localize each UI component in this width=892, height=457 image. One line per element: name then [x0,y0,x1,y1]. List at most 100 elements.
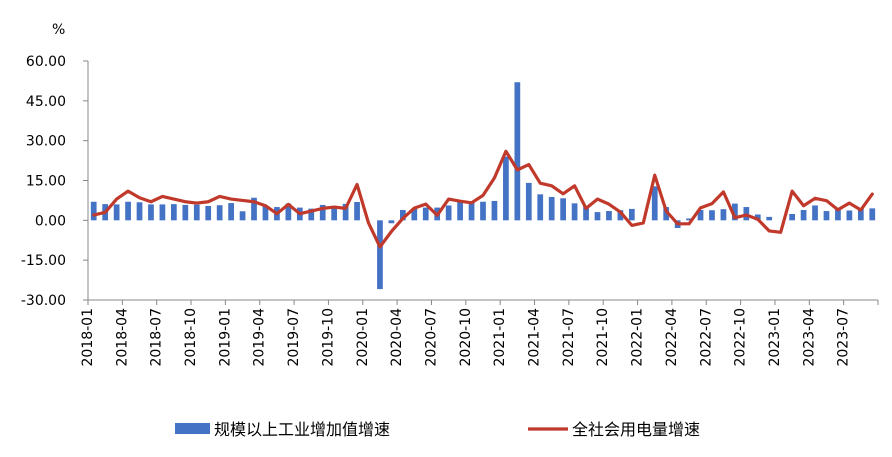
bar [90,201,97,221]
x-tick-label: 2020-01 [355,308,371,367]
bar [846,210,853,221]
bar [503,156,509,221]
x-tick-label: 2021-04 [527,308,543,367]
bar [148,204,154,221]
bar [525,182,532,221]
x-tick-label: 2020-10 [458,308,474,367]
bar [537,194,544,221]
bar [663,207,670,221]
bar [732,203,738,221]
y-axis-unit-label: % [52,22,65,38]
bar [720,209,727,221]
x-tick-label: 2018-10 [183,308,199,367]
y-tick-label: 15.00 [26,174,66,190]
bar [800,209,807,221]
bar [812,205,818,221]
bar [835,208,841,221]
bar [216,205,223,221]
bar [193,204,200,221]
bar [754,214,761,221]
bar [171,204,177,221]
bar [182,204,189,221]
y-tick-label: 60.00 [26,54,66,70]
bar [136,202,143,221]
x-tick-label: 2023-04 [801,308,817,367]
bar [571,203,578,221]
bar-series [90,82,876,290]
bar [228,203,234,221]
x-tick-label: 2018-07 [149,308,165,367]
bar [789,213,795,221]
y-axis-ticks: 60.00 45.00 30.00 15.00 0.00 -15.00 -30.00 [21,54,88,309]
bar [388,220,395,224]
y-tick-label: 45.00 [26,94,66,110]
x-tick-label: 2021-07 [561,308,577,367]
bar [491,200,498,221]
x-tick-label: 2020-04 [389,308,405,367]
bar [159,204,166,221]
bar [262,205,269,221]
bar [319,204,326,221]
bar [342,203,349,221]
bar [239,211,246,221]
bar [422,207,429,221]
y-tick-label: 30.00 [26,134,66,150]
x-tick-label: 2022-07 [698,308,714,367]
legend-line-label: 全社会用电量增速 [572,420,700,439]
bar [617,210,624,221]
x-tick-label: 2023-07 [836,308,852,367]
x-tick-label: 2019-07 [286,308,302,367]
line-series [92,149,874,249]
bar [766,216,773,221]
bar [457,202,463,221]
legend: 规模以上工业增加值增速 全社会用电量增速 [175,420,700,439]
x-tick-label: 2019-01 [217,308,233,367]
bar [548,196,555,221]
bar [251,197,257,221]
bar [468,202,475,221]
x-tick-label: 2018-01 [80,308,96,367]
x-tick-label: 2019-04 [252,308,268,367]
bar [686,218,692,221]
axes [87,61,878,301]
bar [628,208,635,221]
y-tick-label: -30.00 [21,293,66,309]
bar [377,220,383,290]
bar [857,208,864,221]
x-tick-label: 2023-01 [767,308,783,367]
x-axis-ticks: 2018-01 2018-04 2018-07 2018-10 2019-01 2019-… [80,300,879,367]
bar [411,208,418,221]
bar [331,207,338,221]
bar [583,206,589,221]
bar [205,205,212,221]
bar [697,209,704,221]
x-tick-label: 2022-04 [664,308,680,367]
bar [560,198,566,221]
y-tick-label: 0.00 [35,213,66,229]
bar [514,82,521,221]
bar [823,211,830,221]
x-tick-label: 2019-10 [320,308,336,367]
legend-bar-swatch [175,423,210,434]
x-tick-label: 2022-01 [630,308,646,367]
x-tick-label: 2018-04 [114,308,130,367]
bar [308,208,315,221]
bar [709,210,715,221]
x-tick-label: 2021-01 [492,308,508,367]
bar [125,201,131,221]
y-tick-label: -15.00 [21,253,66,269]
bar [354,202,360,221]
legend-bar-label: 规模以上工业增加值增速 [214,420,390,439]
x-tick-label: 2022-10 [733,308,749,367]
bar [606,211,612,221]
bar [480,201,486,221]
bar [869,208,876,221]
bar [445,205,452,221]
bar [399,209,406,221]
bar [651,186,658,221]
x-tick-label: 2021-10 [595,308,611,367]
x-tick-label: 2020-07 [423,308,439,367]
bar [285,203,292,221]
bar [594,212,601,221]
